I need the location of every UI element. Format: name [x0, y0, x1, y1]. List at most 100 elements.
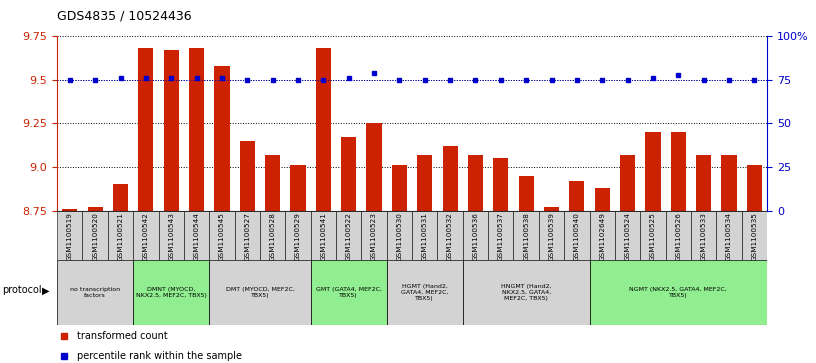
- Text: GSM1100535: GSM1100535: [752, 212, 757, 261]
- Bar: [468, 155, 483, 211]
- FancyBboxPatch shape: [463, 260, 589, 325]
- Bar: [442, 146, 458, 211]
- FancyBboxPatch shape: [82, 211, 108, 260]
- FancyBboxPatch shape: [209, 260, 311, 325]
- Bar: [366, 123, 382, 211]
- Bar: [696, 155, 712, 211]
- Bar: [290, 165, 305, 211]
- Text: GSM1100533: GSM1100533: [701, 212, 707, 261]
- FancyBboxPatch shape: [260, 211, 286, 260]
- Text: NGMT (NKX2.5, GATA4, MEF2C,
TBX5): NGMT (NKX2.5, GATA4, MEF2C, TBX5): [629, 287, 727, 298]
- Text: GSM1100543: GSM1100543: [168, 212, 174, 261]
- FancyBboxPatch shape: [311, 211, 336, 260]
- FancyBboxPatch shape: [666, 211, 691, 260]
- Bar: [265, 155, 280, 211]
- Text: GSM1100531: GSM1100531: [422, 212, 428, 261]
- Bar: [544, 207, 559, 211]
- FancyBboxPatch shape: [184, 211, 209, 260]
- FancyBboxPatch shape: [539, 211, 564, 260]
- Text: GSM1100542: GSM1100542: [143, 212, 149, 261]
- FancyBboxPatch shape: [209, 211, 235, 260]
- Text: GSM1100526: GSM1100526: [676, 212, 681, 261]
- Text: GSM1102649: GSM1102649: [599, 212, 605, 261]
- Text: GSM1100528: GSM1100528: [269, 212, 276, 261]
- FancyBboxPatch shape: [133, 211, 158, 260]
- Text: GSM1100523: GSM1100523: [371, 212, 377, 261]
- Bar: [721, 155, 737, 211]
- FancyBboxPatch shape: [412, 211, 437, 260]
- Text: GSM1100530: GSM1100530: [397, 212, 402, 261]
- FancyBboxPatch shape: [513, 211, 539, 260]
- Text: GSM1100545: GSM1100545: [219, 212, 225, 261]
- FancyBboxPatch shape: [57, 211, 82, 260]
- FancyBboxPatch shape: [108, 211, 133, 260]
- FancyBboxPatch shape: [158, 211, 184, 260]
- Text: GSM1100534: GSM1100534: [726, 212, 732, 261]
- FancyBboxPatch shape: [361, 211, 387, 260]
- Text: GSM1100529: GSM1100529: [295, 212, 301, 261]
- Text: GSM1100532: GSM1100532: [447, 212, 453, 261]
- Text: transformed count: transformed count: [77, 331, 168, 340]
- Text: GSM1100536: GSM1100536: [472, 212, 478, 261]
- Text: no transcription
factors: no transcription factors: [70, 287, 120, 298]
- FancyBboxPatch shape: [311, 260, 387, 325]
- Text: GSM1100525: GSM1100525: [650, 212, 656, 261]
- FancyBboxPatch shape: [57, 260, 133, 325]
- Bar: [163, 50, 179, 211]
- FancyBboxPatch shape: [641, 211, 666, 260]
- FancyBboxPatch shape: [387, 211, 412, 260]
- Bar: [493, 158, 508, 211]
- Text: GMT (GATA4, MEF2C,
TBX5): GMT (GATA4, MEF2C, TBX5): [316, 287, 382, 298]
- Text: protocol: protocol: [2, 285, 42, 295]
- Text: GSM1100524: GSM1100524: [624, 212, 631, 261]
- Text: GSM1100539: GSM1100539: [548, 212, 555, 261]
- Text: GSM1100537: GSM1100537: [498, 212, 503, 261]
- Text: percentile rank within the sample: percentile rank within the sample: [77, 351, 242, 361]
- Bar: [215, 66, 229, 211]
- Bar: [62, 209, 78, 211]
- Bar: [620, 155, 635, 211]
- FancyBboxPatch shape: [437, 211, 463, 260]
- FancyBboxPatch shape: [742, 211, 767, 260]
- Text: GSM1100527: GSM1100527: [244, 212, 251, 261]
- Bar: [570, 181, 584, 211]
- Bar: [189, 49, 204, 211]
- Text: GSM1100521: GSM1100521: [118, 212, 123, 261]
- Text: GSM1100541: GSM1100541: [321, 212, 326, 261]
- Bar: [595, 188, 610, 211]
- FancyBboxPatch shape: [716, 211, 742, 260]
- Text: DMNT (MYOCD,
NKX2.5, MEF2C, TBX5): DMNT (MYOCD, NKX2.5, MEF2C, TBX5): [135, 287, 206, 298]
- Text: ▶: ▶: [42, 285, 50, 295]
- Bar: [240, 141, 255, 211]
- Text: GSM1100522: GSM1100522: [346, 212, 352, 261]
- Bar: [87, 207, 103, 211]
- Text: HGMT (Hand2,
GATA4, MEF2C,
TBX5): HGMT (Hand2, GATA4, MEF2C, TBX5): [401, 284, 449, 301]
- Bar: [341, 137, 357, 211]
- FancyBboxPatch shape: [615, 211, 641, 260]
- FancyBboxPatch shape: [589, 211, 615, 260]
- FancyBboxPatch shape: [286, 211, 311, 260]
- Text: GSM1100538: GSM1100538: [523, 212, 529, 261]
- Bar: [417, 155, 432, 211]
- Text: GSM1100519: GSM1100519: [67, 212, 73, 261]
- FancyBboxPatch shape: [589, 260, 767, 325]
- Bar: [747, 165, 762, 211]
- Text: DMT (MYOCD, MEF2C,
TBX5): DMT (MYOCD, MEF2C, TBX5): [225, 287, 295, 298]
- FancyBboxPatch shape: [463, 211, 488, 260]
- Bar: [392, 165, 407, 211]
- Text: GSM1100540: GSM1100540: [574, 212, 580, 261]
- Bar: [113, 184, 128, 211]
- Bar: [519, 176, 534, 211]
- FancyBboxPatch shape: [564, 211, 589, 260]
- Bar: [316, 49, 331, 211]
- FancyBboxPatch shape: [133, 260, 209, 325]
- Bar: [671, 132, 686, 211]
- FancyBboxPatch shape: [488, 211, 513, 260]
- FancyBboxPatch shape: [691, 211, 716, 260]
- Text: HNGMT (Hand2,
NKX2.5, GATA4,
MEF2C, TBX5): HNGMT (Hand2, NKX2.5, GATA4, MEF2C, TBX5…: [501, 284, 552, 301]
- Text: GSM1100520: GSM1100520: [92, 212, 98, 261]
- Text: GSM1100544: GSM1100544: [193, 212, 200, 261]
- FancyBboxPatch shape: [235, 211, 260, 260]
- Bar: [645, 132, 660, 211]
- Bar: [138, 49, 153, 211]
